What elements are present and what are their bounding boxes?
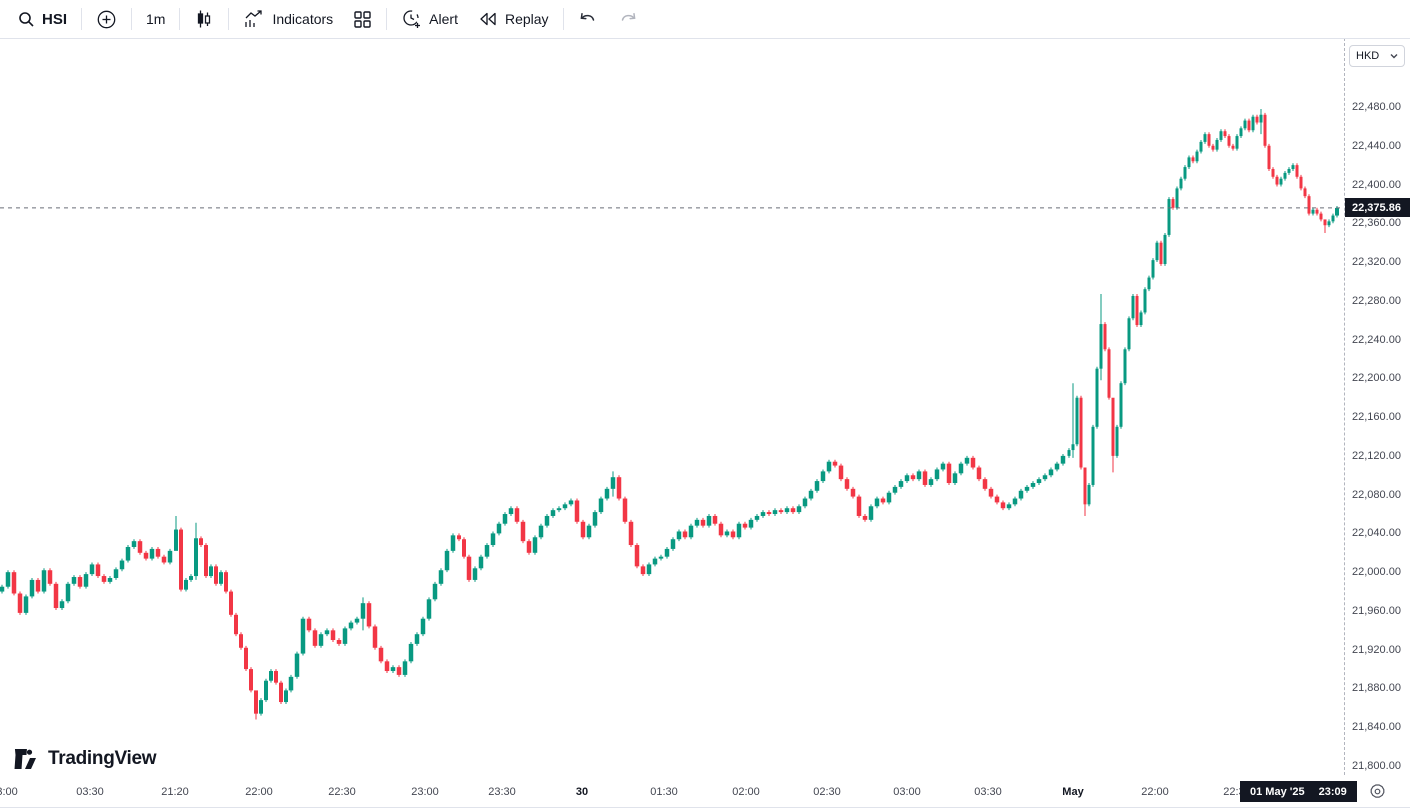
time-tick-label: 03:30 [76, 786, 104, 798]
price-tick-label: 21,960.00 [1352, 604, 1401, 617]
replay-button[interactable]: Replay [468, 4, 559, 34]
interval-button[interactable]: 1m [136, 4, 175, 34]
toolbar-divider [81, 8, 83, 30]
time-tick-label: 03:30 [974, 786, 1002, 798]
redo-button[interactable] [608, 4, 648, 34]
time-tick-label: 03:00 [893, 786, 921, 798]
undo-button[interactable] [568, 4, 608, 34]
alert-label: Alert [429, 11, 458, 27]
price-tick-label: 22,440.00 [1352, 139, 1401, 152]
time-tick-label: 30 [575, 786, 589, 798]
toolbar-divider [228, 8, 230, 30]
replay-label: Replay [504, 11, 549, 27]
candlestick-style-icon [194, 9, 214, 29]
currency-selector[interactable]: HKD [1349, 45, 1405, 67]
price-tick-label: 22,160.00 [1352, 411, 1401, 424]
candlestick-plot[interactable] [0, 38, 1345, 775]
price-tick-label: 22,200.00 [1352, 372, 1401, 385]
time-axis[interactable]: 01 May '25 23:09 03:00 03:30 21:20 22:00 22:… [0, 775, 1410, 812]
symbol-name: HSI [42, 10, 68, 28]
price-tick-label: 21,800.00 [1352, 760, 1401, 772]
crosshair-date: 01 May '25 [1250, 785, 1305, 798]
tradingview-logo-icon [14, 748, 40, 770]
price-tick-label: 22,080.00 [1352, 488, 1401, 501]
price-tick-label: 22,040.00 [1352, 527, 1401, 540]
chart-pane[interactable]: TradingView [0, 38, 1345, 775]
layout-grid-button[interactable] [343, 4, 382, 34]
time-tick-label: 22:00 [245, 786, 273, 798]
interval-label: 1m [146, 11, 166, 27]
time-tick-label: 01:30 [650, 786, 678, 798]
current-price-badge: 22,375.86 [1345, 198, 1410, 218]
price-tick-label: 21,880.00 [1352, 682, 1401, 695]
price-tick-label: 21,840.00 [1352, 721, 1401, 734]
alert-button[interactable]: Alert [391, 4, 468, 34]
alert-clock-icon [401, 9, 422, 30]
tradingview-logo[interactable]: TradingView [14, 748, 157, 770]
price-tick-label: 21,920.00 [1352, 643, 1401, 656]
price-tick-label: 22,000.00 [1352, 566, 1401, 579]
compare-add-button[interactable] [86, 4, 127, 34]
price-tick-label: 22,120.00 [1352, 449, 1401, 462]
chart-style-button[interactable] [184, 4, 224, 34]
time-axis-settings-button[interactable] [1366, 780, 1388, 802]
replay-rewind-icon [478, 11, 498, 27]
time-tick-label: 21:20 [161, 786, 189, 798]
price-tick-label: 22,400.00 [1352, 178, 1401, 191]
time-tick-label: 23:30 [488, 786, 516, 798]
price-tick-label: 22,240.00 [1352, 333, 1401, 346]
time-tick-label: 23:00 [411, 786, 439, 798]
currency-label: HKD [1356, 50, 1380, 62]
price-tick-label: 22,280.00 [1352, 294, 1401, 307]
top-toolbar: HSI 1m Indicators [0, 0, 1410, 39]
grid-layout-icon [353, 10, 372, 29]
toolbar-divider [386, 8, 388, 30]
price-tick-label: 22,360.00 [1352, 217, 1401, 230]
price-tick-label: 22,320.00 [1352, 256, 1401, 269]
undo-arrow-icon [578, 11, 598, 27]
time-tick-label: 02:30 [813, 786, 841, 798]
toolbar-divider [179, 8, 181, 30]
tradingview-logo-text: TradingView [48, 748, 157, 769]
toolbar-divider [562, 8, 564, 30]
gear-icon [1369, 783, 1386, 800]
chevron-down-icon [1390, 53, 1398, 59]
time-tick-label: 22:30 [328, 786, 356, 798]
crosshair-datetime-badge: 01 May '25 23:09 [1240, 781, 1357, 802]
price-tick-label: 22,480.00 [1352, 101, 1401, 113]
indicators-label: Indicators [272, 11, 334, 27]
time-tick-label: 02:00 [732, 786, 760, 798]
redo-arrow-icon [618, 11, 638, 27]
indicators-icon [243, 9, 265, 29]
symbol-search-button[interactable]: HSI [8, 4, 77, 34]
toolbar-divider [131, 8, 133, 30]
indicators-button[interactable]: Indicators [233, 4, 343, 34]
time-tick-label: 03:00 [0, 786, 18, 798]
plus-circle-icon [96, 9, 117, 30]
search-icon [18, 11, 35, 28]
time-tick-label: May [1062, 786, 1084, 798]
price-axis[interactable]: HKD 22,375.86 22,480.00 22,440.00 22,400.0… [1344, 38, 1410, 775]
crosshair-time: 23:09 [1318, 785, 1347, 798]
time-tick-label: 22:00 [1141, 786, 1169, 798]
